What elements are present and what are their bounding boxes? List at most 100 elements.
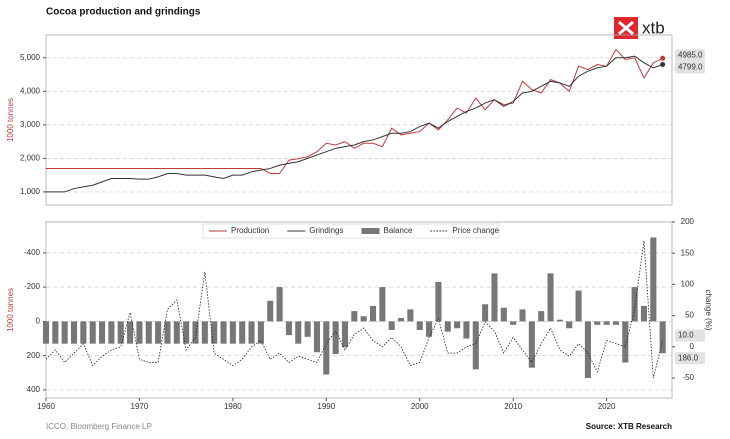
x-tick-label: 2020 xyxy=(598,402,616,411)
bar xyxy=(426,321,433,337)
y2-tick-label: -50 xyxy=(682,373,694,382)
y-tick-label: 0 xyxy=(36,317,41,326)
bar xyxy=(341,321,349,348)
end-label-box xyxy=(675,49,705,62)
plot-frame xyxy=(45,221,673,399)
y2-tick-label: 50 xyxy=(685,311,694,320)
bar xyxy=(640,305,648,322)
bar xyxy=(659,321,666,354)
bar xyxy=(435,281,442,322)
bar xyxy=(304,321,311,337)
x-tick-label: 1990 xyxy=(317,402,335,411)
bar xyxy=(211,321,218,344)
x-tick-label: 1980 xyxy=(224,402,242,411)
bar xyxy=(267,300,274,322)
y-tick-label: 3,000 xyxy=(20,120,41,129)
y-tick-label: 2,000 xyxy=(20,154,41,163)
bar xyxy=(164,321,171,344)
y2-tick-label: 100 xyxy=(681,280,695,289)
y2-tick-label: 200 xyxy=(681,217,695,226)
bar xyxy=(257,321,264,344)
logo-x xyxy=(618,20,634,36)
bar xyxy=(556,319,563,322)
end-label: 4985.0 xyxy=(678,50,703,59)
y-tick-label: 200 xyxy=(27,351,41,360)
y-tick-label: 1,000 xyxy=(20,187,41,196)
bar xyxy=(351,311,358,322)
bar xyxy=(482,304,489,322)
bar xyxy=(622,321,629,363)
bar xyxy=(500,307,507,322)
bar xyxy=(127,321,134,344)
x-tick-label: 2000 xyxy=(411,402,429,411)
bar xyxy=(650,237,657,322)
bar xyxy=(379,287,386,322)
bar xyxy=(239,321,246,344)
bar xyxy=(594,321,601,325)
bar xyxy=(472,321,479,370)
end-label: 186.0 xyxy=(678,353,699,362)
legend-label: Price change xyxy=(452,226,499,235)
bar xyxy=(136,321,143,344)
x-tick-label: 1970 xyxy=(131,402,149,411)
bar xyxy=(89,321,96,344)
bar xyxy=(538,311,545,322)
bar xyxy=(575,290,582,322)
x-tick-label: 1960 xyxy=(37,402,55,411)
bar xyxy=(99,321,106,344)
bar xyxy=(510,321,517,325)
bar xyxy=(612,321,619,325)
plot-frame xyxy=(45,34,673,206)
bar xyxy=(248,321,255,344)
y-tick-label: 4,000 xyxy=(20,86,41,95)
bar xyxy=(80,321,87,344)
footer-left: ICCO, Bloomberg Finance LP xyxy=(46,422,152,431)
legend-label: Grindings xyxy=(309,226,343,235)
bar xyxy=(220,321,227,344)
bar xyxy=(61,321,68,344)
bar xyxy=(173,321,180,344)
bar xyxy=(369,305,377,322)
bar xyxy=(603,321,610,325)
legend-box xyxy=(202,223,500,239)
series-line xyxy=(45,240,664,379)
y-axis-label: 1000 tonnes xyxy=(6,98,15,142)
bar xyxy=(108,321,115,344)
legend-label: Production xyxy=(231,226,269,235)
bar xyxy=(631,287,638,322)
bar xyxy=(183,321,190,344)
y-tick-label: 5,000 xyxy=(20,53,41,62)
logo-text: xtb xyxy=(642,18,665,37)
bar xyxy=(491,273,498,322)
bar xyxy=(323,321,330,375)
bar xyxy=(519,309,526,322)
end-label-box xyxy=(675,61,705,74)
end-label-box xyxy=(675,352,705,365)
bar xyxy=(416,321,423,330)
end-label: 4799.0 xyxy=(678,63,703,72)
series-line xyxy=(46,55,663,193)
bar xyxy=(313,321,320,353)
chart-title: Cocoa production and grindings xyxy=(46,7,201,18)
bar xyxy=(201,321,208,344)
bar xyxy=(547,273,554,322)
end-label-box xyxy=(675,329,705,342)
bar xyxy=(229,321,236,344)
bar xyxy=(70,321,78,344)
x-tick-label: 2010 xyxy=(504,402,522,411)
bar xyxy=(388,321,395,330)
bar xyxy=(566,321,573,329)
y-axis-label: 1000 tonnes xyxy=(6,288,15,332)
end-label: 10.0 xyxy=(678,331,694,340)
bar xyxy=(192,321,199,344)
bar xyxy=(528,321,535,368)
bar xyxy=(584,321,591,378)
legend-swatch xyxy=(361,228,380,234)
bar xyxy=(285,321,292,336)
bar xyxy=(117,321,124,344)
bar xyxy=(407,309,414,322)
bar xyxy=(145,321,152,344)
y-tick-label: 400 xyxy=(27,385,41,394)
legend-label: Balance xyxy=(384,226,413,235)
bar xyxy=(42,321,50,344)
